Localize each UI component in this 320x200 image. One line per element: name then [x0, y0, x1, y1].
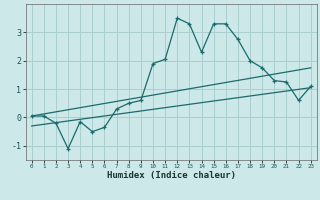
X-axis label: Humidex (Indice chaleur): Humidex (Indice chaleur): [107, 171, 236, 180]
